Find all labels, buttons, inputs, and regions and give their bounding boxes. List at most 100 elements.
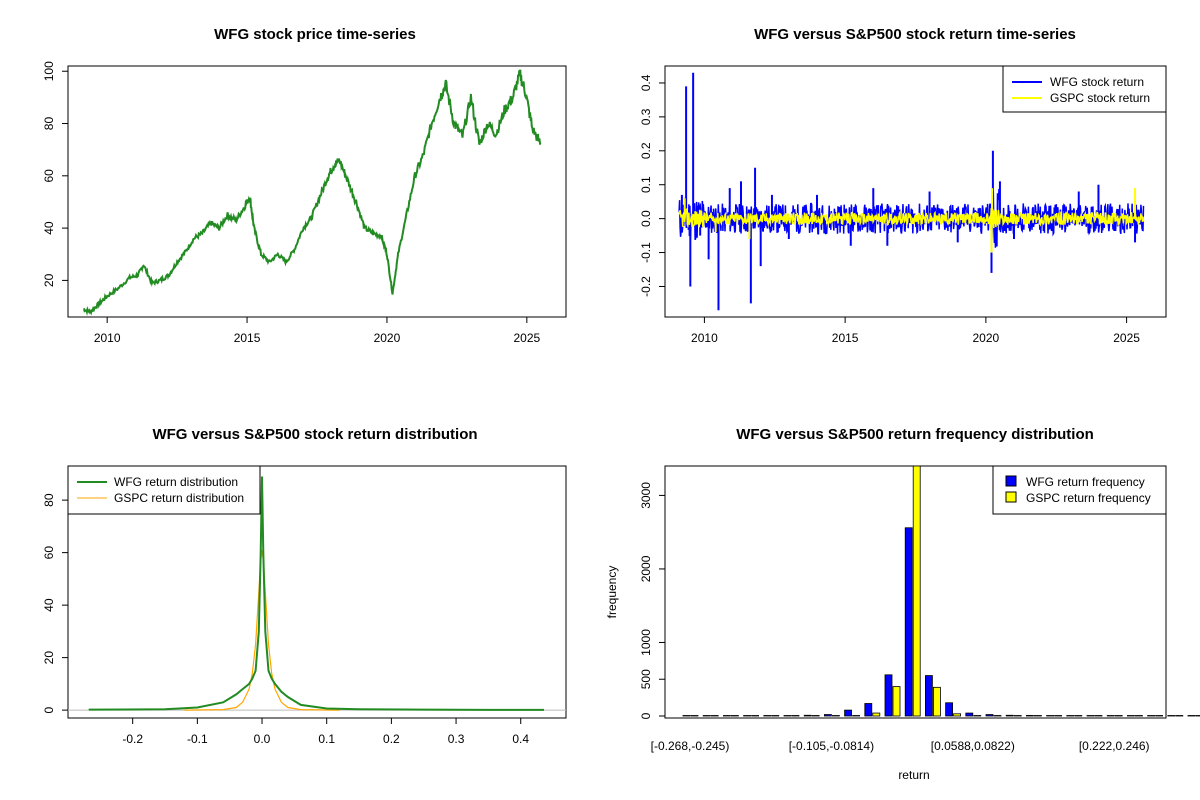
chart-title: WFG stock price time-series <box>214 26 416 43</box>
panel-return-timeseries: WFG versus S&P500 stock return time-seri… <box>639 26 1167 345</box>
legend-label-gspc: GSPC return frequency <box>1026 491 1151 505</box>
bar-gspc <box>912 465 921 717</box>
panel-return-distribution: WFG versus S&P500 stock return distribut… <box>42 426 567 746</box>
bar-wfg <box>1066 715 1075 717</box>
x-tick-label: 2010 <box>94 331 121 345</box>
y-tick-label: 20 <box>42 651 56 665</box>
x-tick-label: 0.1 <box>318 732 335 746</box>
y-tick-label: 80 <box>42 493 56 507</box>
series-layer <box>682 465 1200 717</box>
bar-gspc <box>993 715 1002 717</box>
x-tick-label: [-0.268,-0.245) <box>651 739 730 753</box>
x-tick-label: 2015 <box>234 331 261 345</box>
legend-swatch-wfg <box>1005 475 1017 487</box>
y-tick-label: 1000 <box>639 629 653 656</box>
plot-frame <box>67 65 567 318</box>
y-tick-label: 3000 <box>639 482 653 509</box>
y-tick-label: 60 <box>42 546 56 560</box>
x-tick-label: 2020 <box>973 331 1000 345</box>
bar-gspc <box>832 715 840 717</box>
axes: 2010 2015 2020 2025 20 40 60 80 100 <box>42 61 540 345</box>
legend: WFG stock return GSPC stock return <box>1002 65 1167 113</box>
y-tick-label: 40 <box>42 221 56 235</box>
x-tick-label: [-0.105,-0.0814) <box>789 739 874 753</box>
legend-label-wfg: WFG return distribution <box>114 475 238 489</box>
y-tick-label: 0 <box>42 706 56 713</box>
y-tick-label: 80 <box>42 117 56 131</box>
bar-gspc <box>1034 715 1042 717</box>
bar-wfg <box>945 702 953 717</box>
x-tick-label: 2010 <box>691 331 718 345</box>
density-line-wfg <box>88 476 544 711</box>
bar-wfg <box>1127 715 1135 717</box>
bar-wfg <box>1026 715 1034 717</box>
bar-wfg <box>763 715 772 717</box>
bar-gspc <box>811 715 820 717</box>
x-tick-label: [0.222,0.246) <box>1079 739 1150 753</box>
y-tick-label: 0 <box>639 712 653 719</box>
y-tick-label: 0.4 <box>639 74 653 91</box>
x-tick-label: 0.3 <box>448 732 465 746</box>
bar-gspc <box>852 715 860 717</box>
y-tick-label: 0.2 <box>639 142 653 159</box>
axes: -0.2 -0.1 0.0 0.1 0.2 0.3 0.4 0 20 40 60 80 <box>42 493 529 746</box>
bar-wfg <box>1106 715 1115 717</box>
y-tick-label: 60 <box>42 169 56 183</box>
x-tick-label: 2025 <box>1113 331 1140 345</box>
y-tick-label: 0.0 <box>639 210 653 227</box>
series-layer <box>68 476 566 711</box>
x-tick-label: 2020 <box>374 331 401 345</box>
legend-box <box>992 465 1167 515</box>
chart-title: WFG versus S&P500 stock return distribut… <box>152 426 477 443</box>
plot-frame <box>664 65 1167 318</box>
legend-label-wfg: WFG return frequency <box>1026 475 1145 489</box>
bar-wfg <box>723 715 731 717</box>
bar-wfg <box>1005 714 1014 717</box>
bar-wfg <box>1086 715 1095 717</box>
bar-wfg <box>1147 715 1155 717</box>
bar-gspc <box>872 712 881 717</box>
bar-gspc <box>1195 715 1200 717</box>
bar-wfg <box>844 709 852 717</box>
x-tick-label: 0.2 <box>383 732 400 746</box>
bar-gspc <box>953 713 961 717</box>
bar-gspc <box>1175 715 1184 717</box>
bar-gspc <box>933 686 941 717</box>
x-tick-label: 0.0 <box>254 732 271 746</box>
y-tick-label: -0.1 <box>639 242 653 263</box>
bar-gspc <box>1094 715 1103 717</box>
chart-title: WFG versus S&P500 stock return time-seri… <box>754 26 1076 43</box>
x-tick-label: 0.4 <box>512 732 529 746</box>
x-tick-label: 2015 <box>832 331 859 345</box>
axes: 0 500 1000 2000 3000 [-0.268,-0.245) [-0.105,-… <box>639 482 1150 753</box>
panel-frequency-distribution: WFG versus S&P500 return frequency distr… <box>605 426 1200 782</box>
y-tick-label: 0.3 <box>639 108 653 125</box>
axes: 2010 2015 2020 2025 -0.2 -0.1 0.0 0.1 0.2 0.3 0.4 <box>639 74 1140 345</box>
x-tick-label: [0.0588,0.0822) <box>931 739 1015 753</box>
legend-label-gspc: GSPC return distribution <box>114 491 244 505</box>
bar-gspc <box>771 715 780 717</box>
bar-wfg <box>743 715 751 717</box>
bar-wfg <box>1046 715 1054 717</box>
legend-box <box>1002 65 1167 113</box>
x-tick-label: -0.1 <box>187 732 208 746</box>
legend: WFG return distribution GSPC return dist… <box>67 465 261 515</box>
bar-wfg <box>702 715 711 717</box>
bar-wfg <box>985 714 994 717</box>
legend-label-wfg: WFG stock return <box>1050 75 1144 89</box>
bar-gspc <box>1114 715 1123 717</box>
bar-wfg <box>1167 715 1176 717</box>
bar-wfg <box>682 715 691 717</box>
bar-wfg <box>824 714 832 717</box>
legend-label-gspc: GSPC stock return <box>1050 91 1150 105</box>
bar-gspc <box>892 686 901 717</box>
bar-gspc <box>1155 715 1163 717</box>
series-layer <box>678 72 1145 311</box>
series-line-gspc-return <box>678 207 1145 231</box>
chart-title: WFG versus S&P500 return frequency distr… <box>736 426 1094 443</box>
bar-wfg <box>864 703 873 717</box>
y-tick-label: 0.1 <box>639 176 653 193</box>
y-tick-label: -0.2 <box>639 276 653 297</box>
bar-gspc <box>1135 715 1143 717</box>
